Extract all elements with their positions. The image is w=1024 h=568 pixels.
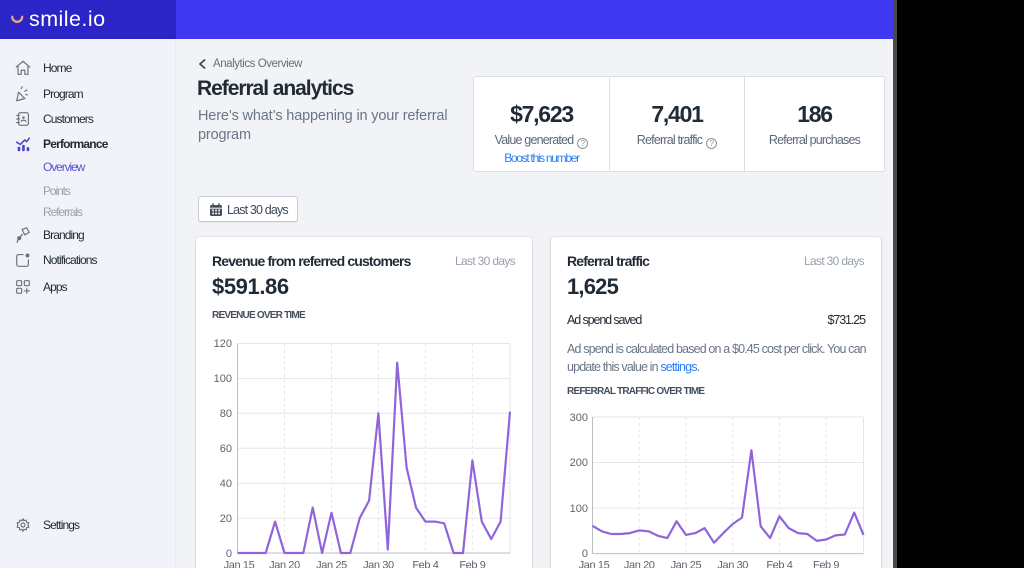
svg-text:200: 200 bbox=[570, 457, 588, 469]
svg-text:100: 100 bbox=[214, 373, 232, 385]
svg-text:60: 60 bbox=[220, 443, 232, 455]
svg-text:Feb 9: Feb 9 bbox=[813, 560, 839, 568]
svg-text:Jan 20: Jan 20 bbox=[269, 560, 300, 568]
svg-text:20: 20 bbox=[220, 513, 232, 525]
svg-text:Jan 15: Jan 15 bbox=[224, 560, 255, 568]
svg-text:Feb 4: Feb 4 bbox=[766, 560, 792, 568]
svg-text:Jan 15: Jan 15 bbox=[579, 560, 610, 568]
svg-text:Feb 9: Feb 9 bbox=[459, 560, 485, 568]
svg-text:120: 120 bbox=[214, 338, 232, 350]
svg-text:80: 80 bbox=[220, 408, 232, 420]
svg-text:Feb 4: Feb 4 bbox=[412, 560, 438, 568]
svg-text:100: 100 bbox=[570, 503, 588, 515]
svg-text:0: 0 bbox=[226, 548, 232, 560]
svg-text:Jan 25: Jan 25 bbox=[316, 560, 347, 568]
svg-text:Jan 30: Jan 30 bbox=[363, 560, 394, 568]
svg-text:Jan 30: Jan 30 bbox=[717, 560, 748, 568]
svg-text:Jan 25: Jan 25 bbox=[671, 560, 702, 568]
svg-text:Jan 20: Jan 20 bbox=[624, 560, 655, 568]
svg-text:300: 300 bbox=[570, 412, 588, 424]
svg-text:40: 40 bbox=[220, 478, 232, 490]
svg-text:0: 0 bbox=[582, 548, 588, 560]
